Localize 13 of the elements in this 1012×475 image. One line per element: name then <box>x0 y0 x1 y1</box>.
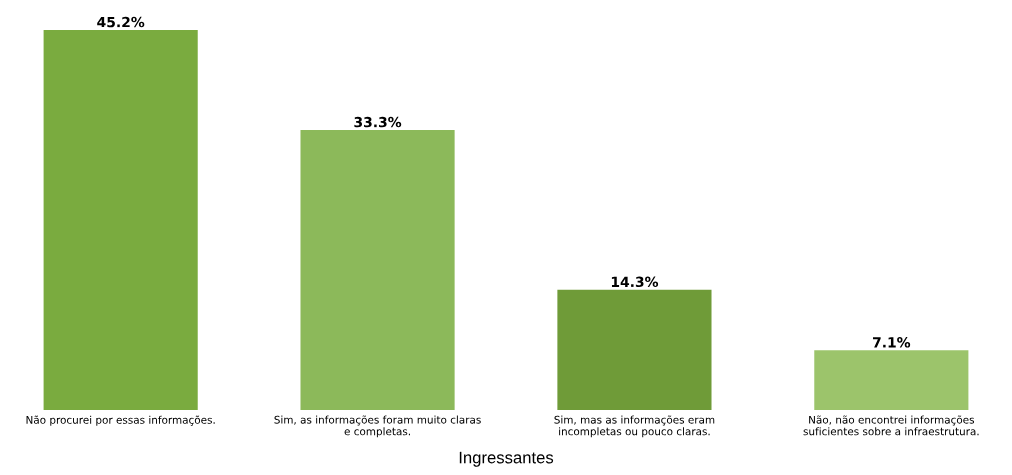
x-axis-title: Ingressantes <box>459 451 554 467</box>
x-tick-label: Sim, as informações foram muito claras e completas. <box>274 415 481 438</box>
bar <box>300 130 455 410</box>
data-label: 45.2% <box>97 16 145 28</box>
data-label: 7.1% <box>873 337 911 348</box>
data-label: 33.3% <box>354 116 402 128</box>
bar <box>43 30 198 410</box>
x-tick-label: Não procurei por essas informações. <box>26 415 215 426</box>
data-label: 14.3% <box>611 276 659 288</box>
bar <box>814 350 969 410</box>
x-tick-label: Sim, mas as informações eram incompletas ou pouco claras. <box>554 415 715 438</box>
x-tick-label: Não, não encontrei informações suficientes sobre a infraestrutura. <box>803 415 979 436</box>
bar <box>557 289 712 410</box>
